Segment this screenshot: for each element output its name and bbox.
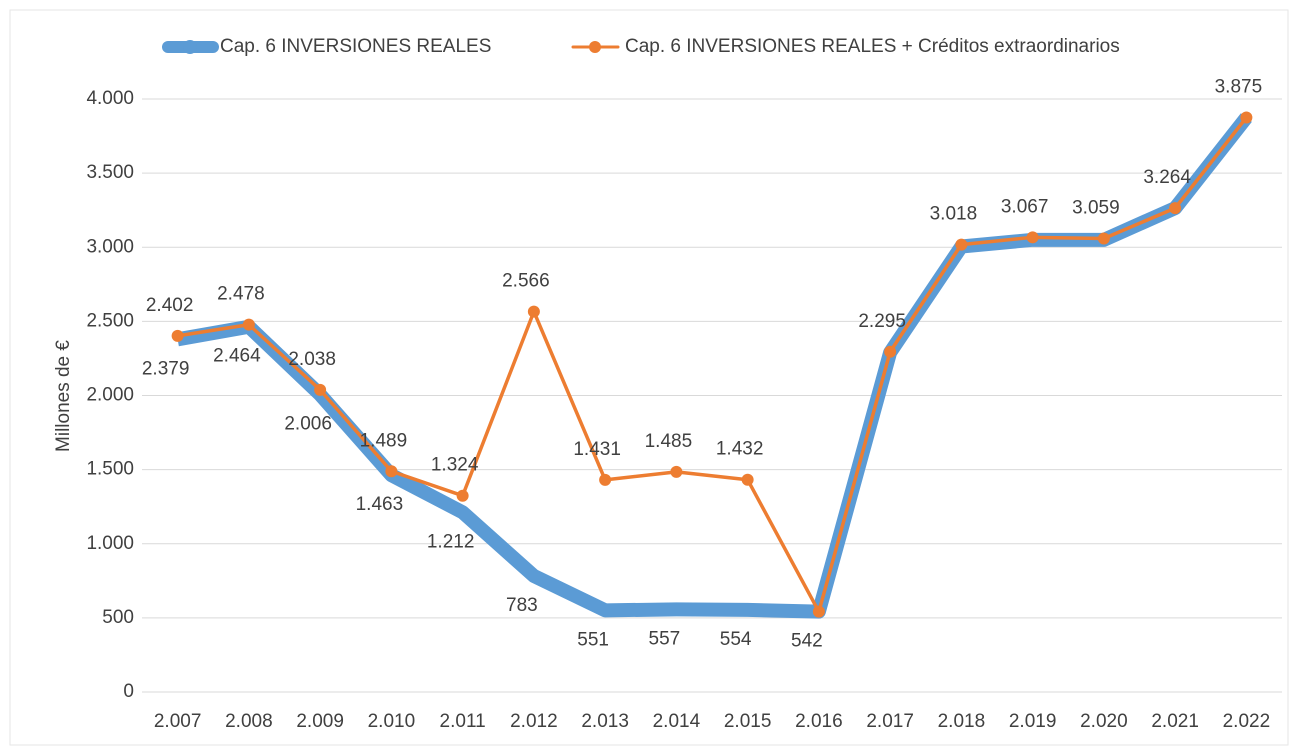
x-tick-label: 2.020	[1080, 711, 1128, 732]
data-label: 1.489	[360, 430, 408, 451]
x-tick-label: 2.012	[510, 711, 558, 732]
x-tick-label: 2.010	[368, 711, 416, 732]
data-point	[385, 465, 398, 478]
data-label: 2.038	[288, 349, 336, 370]
legend-marker	[589, 41, 601, 53]
data-point	[314, 383, 327, 396]
x-tick-label: 2.018	[938, 711, 986, 732]
y-tick-label: 3.000	[86, 236, 134, 257]
data-label: 3.018	[930, 204, 978, 225]
data-label: 2.464	[213, 346, 261, 367]
x-tick-label: 2.019	[1009, 711, 1057, 732]
data-label: 551	[577, 629, 609, 650]
data-point	[527, 305, 540, 318]
data-label: 1.485	[645, 431, 693, 452]
x-tick-label: 2.007	[154, 711, 202, 732]
series-line	[177, 116, 1248, 614]
data-label: 2.379	[142, 358, 190, 379]
data-point	[741, 473, 754, 486]
x-tick-label: 2.017	[866, 711, 914, 732]
data-label: 542	[791, 631, 823, 652]
data-label: 783	[506, 595, 538, 616]
y-tick-label: 500	[102, 607, 134, 628]
data-label: 2.478	[217, 284, 265, 305]
data-label: 557	[649, 628, 681, 649]
data-label: 2.295	[858, 311, 906, 332]
data-label: 2.566	[502, 271, 550, 292]
legend-label: Cap. 6 INVERSIONES REALES	[220, 36, 491, 57]
data-label: 3.059	[1072, 198, 1120, 219]
y-tick-label: 1.000	[86, 533, 134, 554]
x-tick-label: 2.022	[1223, 711, 1271, 732]
y-tick-label: 4.000	[86, 88, 134, 109]
x-tick-label: 2.013	[581, 711, 629, 732]
x-tick-label: 2.015	[724, 711, 772, 732]
data-point	[1169, 202, 1182, 215]
data-point	[884, 345, 897, 358]
data-point	[1240, 111, 1253, 124]
x-tick-label: 2.011	[440, 711, 486, 732]
data-label: 554	[720, 629, 752, 650]
data-label: 3.875	[1215, 77, 1263, 98]
data-label: 2.006	[284, 414, 332, 435]
legend-marker	[183, 40, 197, 54]
data-point	[242, 318, 255, 331]
data-point	[812, 605, 825, 618]
y-tick-label: 0	[123, 681, 134, 702]
data-point	[171, 329, 184, 342]
series-line	[176, 113, 1252, 619]
x-tick-label: 2.008	[225, 711, 273, 732]
legend-label: Cap. 6 INVERSIONES REALES + Créditos ext…	[625, 36, 1120, 57]
x-tick-label: 2.016	[795, 711, 843, 732]
data-point	[1026, 231, 1039, 244]
data-label: 1.431	[573, 439, 621, 460]
y-tick-label: 2.000	[86, 385, 134, 406]
y-axis-label: Millones de €	[53, 340, 74, 452]
data-point	[1097, 232, 1110, 245]
data-label: 1.324	[431, 455, 479, 476]
data-label: 1.212	[427, 531, 475, 552]
data-label: 3.264	[1143, 167, 1191, 188]
x-tick-label: 2.021	[1151, 711, 1199, 732]
y-tick-label: 3.500	[86, 162, 134, 183]
y-tick-label: 1.500	[86, 459, 134, 480]
y-tick-label: 2.500	[86, 310, 134, 331]
data-point	[670, 465, 683, 478]
data-point	[599, 473, 612, 486]
chart-border	[9, 9, 1289, 746]
x-tick-label: 2.014	[653, 711, 701, 732]
data-label: 2.402	[146, 295, 194, 316]
data-label: 1.432	[716, 439, 764, 460]
x-tick-label: 2.009	[296, 711, 344, 732]
data-label: 3.067	[1001, 196, 1049, 217]
data-point	[955, 238, 968, 251]
data-point	[456, 489, 469, 502]
data-label: 1.463	[356, 494, 404, 515]
